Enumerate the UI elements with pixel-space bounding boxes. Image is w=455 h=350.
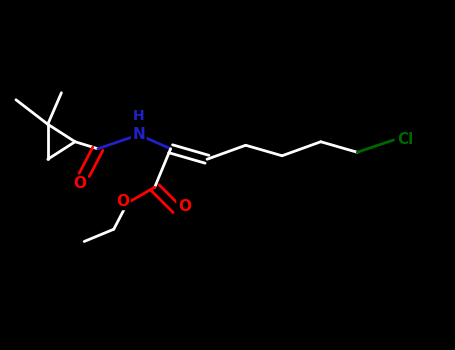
Text: O: O [116,194,129,209]
Text: H: H [133,108,145,122]
Text: N: N [132,127,145,142]
Text: O: O [73,176,86,191]
Text: O: O [178,199,191,214]
Text: Cl: Cl [397,133,413,147]
